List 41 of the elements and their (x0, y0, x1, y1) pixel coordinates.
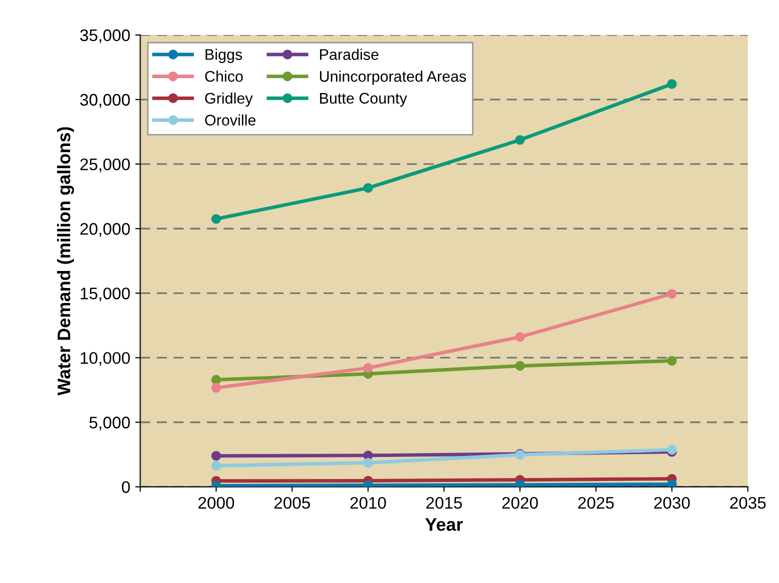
x-tick-label: 2020 (502, 496, 538, 509)
y-tick-label: 35,000 (80, 29, 130, 44)
legend-label: Biggs (206, 48, 242, 63)
point (211, 382, 222, 393)
x-tick-label: 2025 (578, 496, 614, 509)
point (515, 332, 525, 342)
x-tick-label: 2010 (350, 496, 386, 509)
point (211, 460, 222, 471)
point (667, 444, 677, 455)
legend-label: Gridley (205, 92, 253, 107)
x-tick-label: 2015 (426, 496, 462, 509)
y-tick-label: 15,000 (80, 288, 130, 302)
point (515, 360, 525, 371)
legend-label: Paradise (320, 48, 378, 60)
legend-label: Oroville (205, 114, 256, 126)
x-tick-label: 2035 (730, 496, 766, 509)
y-tick-label: 25,000 (80, 158, 130, 172)
point (363, 183, 373, 193)
y-axis-title: Water Demand (million gallons) (57, 127, 74, 396)
legend-label: Unincorporated Areas (320, 70, 466, 85)
x-axis-title: Year (425, 518, 463, 531)
point (515, 135, 525, 145)
point (211, 450, 222, 461)
point (211, 214, 222, 224)
point (667, 79, 677, 89)
y-tick-label: 5,000 (89, 416, 130, 430)
y-tick-label: 0 (122, 481, 130, 494)
legend-label: Butte County (320, 92, 408, 107)
point (363, 458, 373, 468)
y-tick-label: 10,000 (80, 352, 130, 366)
legend-label: Chico (205, 70, 243, 82)
x-tick-label: 2030 (654, 496, 690, 509)
point (667, 356, 677, 366)
y-tick-label: 20,000 (80, 223, 130, 237)
point (667, 288, 677, 299)
point (363, 363, 373, 373)
point (667, 479, 677, 487)
x-tick-label: 2005 (274, 496, 310, 509)
y-tick-label: 30,000 (80, 94, 130, 108)
point (211, 374, 222, 385)
x-tick-label: 2000 (198, 496, 234, 509)
